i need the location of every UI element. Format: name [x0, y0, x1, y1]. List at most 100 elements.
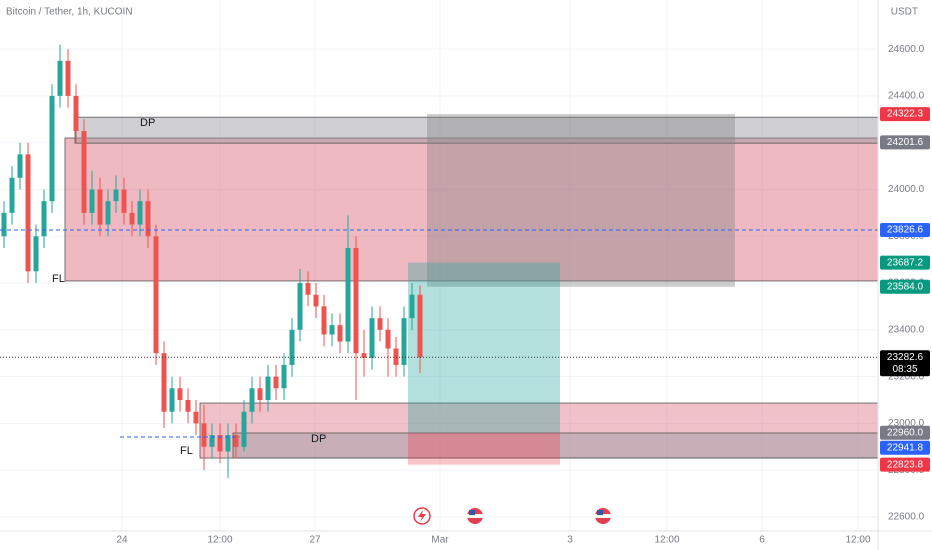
candle-body — [9, 177, 15, 213]
y-tick-label: 24000.0 — [888, 184, 925, 195]
x-tick-label: 24 — [116, 535, 128, 546]
candle-body — [113, 189, 119, 202]
price-badge — [880, 107, 930, 122]
y-tick-label: 24400.0 — [888, 91, 925, 102]
candle-body — [193, 411, 199, 424]
x-tick-label: 12:00 — [207, 535, 232, 546]
candle-body — [241, 411, 247, 447]
candle-body — [201, 423, 207, 447]
candle-body — [393, 348, 399, 365]
y-tick-label: 23400.0 — [888, 324, 925, 335]
candle-body — [265, 376, 271, 401]
zone — [408, 432, 560, 465]
y-tick-label: 22600.0 — [888, 512, 925, 523]
candle-body — [361, 353, 367, 358]
x-tick-label: 12:00 — [845, 535, 870, 546]
candle-body — [257, 388, 263, 401]
candle-body — [289, 329, 295, 365]
candle-body — [337, 325, 343, 342]
candle-body — [33, 236, 39, 272]
price-badge-label: 24322.3 — [887, 109, 924, 120]
zone — [232, 432, 879, 459]
candle-body — [377, 318, 383, 330]
chart-title: Bitcoin / Tether, 1h, KUCOIN — [6, 7, 133, 18]
candle-body — [49, 95, 55, 202]
candle-body — [105, 201, 111, 225]
price-badge-label: 23687.2 — [887, 257, 924, 268]
candle-body — [185, 400, 191, 412]
zone — [64, 137, 879, 282]
x-tick-label: Mar — [431, 535, 449, 546]
price-badge-label: 24201.6 — [887, 137, 924, 148]
candle-body — [409, 294, 415, 319]
event-icons — [413, 507, 611, 525]
candle-body — [217, 435, 223, 452]
candle-body — [369, 318, 375, 358]
countdown: 08:35 — [892, 364, 917, 375]
price-badge — [880, 223, 930, 238]
price-badge-label: 22823.8 — [887, 459, 924, 470]
price-badge — [880, 135, 930, 150]
zone — [408, 262, 560, 433]
candle-body — [161, 353, 167, 412]
candle-body — [313, 294, 319, 307]
annotation: DP — [140, 117, 155, 129]
candle-body — [305, 283, 311, 295]
zone — [427, 114, 735, 287]
candle-body — [169, 388, 175, 412]
price-badge-label: 22960.0 — [887, 427, 924, 438]
last-price-badge — [880, 350, 930, 377]
candle-body — [17, 154, 23, 178]
x-tick-label: 27 — [309, 535, 321, 546]
candle-body — [65, 60, 71, 96]
y-tick-label: 24600.0 — [888, 44, 925, 55]
annotation: DP — [311, 433, 326, 445]
candle-body — [137, 201, 143, 225]
zone — [199, 402, 879, 459]
candle-body — [225, 435, 231, 452]
y-tick-label: 23200.0 — [888, 371, 925, 382]
zone — [74, 116, 879, 144]
price-badge-label: 22941.8 — [887, 442, 924, 453]
candle-body — [345, 247, 351, 342]
candle-body — [41, 201, 47, 237]
price-badge — [880, 279, 930, 294]
candle-body — [177, 388, 183, 401]
price-badge — [880, 255, 930, 270]
y-tick-label: 23000.0 — [888, 418, 925, 429]
candle-body — [385, 329, 391, 349]
candle-body — [25, 154, 31, 272]
candle-body — [297, 283, 303, 330]
price-badge — [880, 440, 930, 455]
candle-body — [417, 294, 423, 358]
price-badge — [880, 425, 930, 440]
candle-body — [129, 212, 135, 225]
candle-body — [273, 376, 279, 389]
candle-body — [121, 189, 127, 213]
x-tick-label: 3 — [567, 535, 573, 546]
candle-body — [281, 364, 287, 389]
candle-body — [249, 388, 255, 412]
candle-body — [97, 189, 103, 225]
candle-body — [89, 189, 95, 213]
candle-body — [401, 318, 407, 365]
currency: USDT — [891, 7, 918, 18]
price-badge — [880, 457, 930, 472]
price-badge-label: 23826.6 — [887, 225, 924, 236]
candle-body — [57, 60, 63, 96]
candle-body — [209, 435, 215, 447]
candle-body — [353, 247, 359, 354]
candle-body — [329, 325, 335, 335]
candle-body — [233, 435, 239, 447]
candle-body — [81, 130, 87, 213]
last-price-label: 23282.6 — [887, 352, 924, 363]
x-tick-label: 12:00 — [654, 535, 679, 546]
annotation: FL — [52, 273, 65, 285]
candle-body — [1, 212, 7, 237]
candle-body — [321, 306, 327, 335]
candle-body — [145, 201, 151, 237]
annotation: FL — [180, 445, 193, 457]
price-badge-label: 23584.0 — [887, 281, 924, 292]
candle-body — [153, 236, 159, 354]
